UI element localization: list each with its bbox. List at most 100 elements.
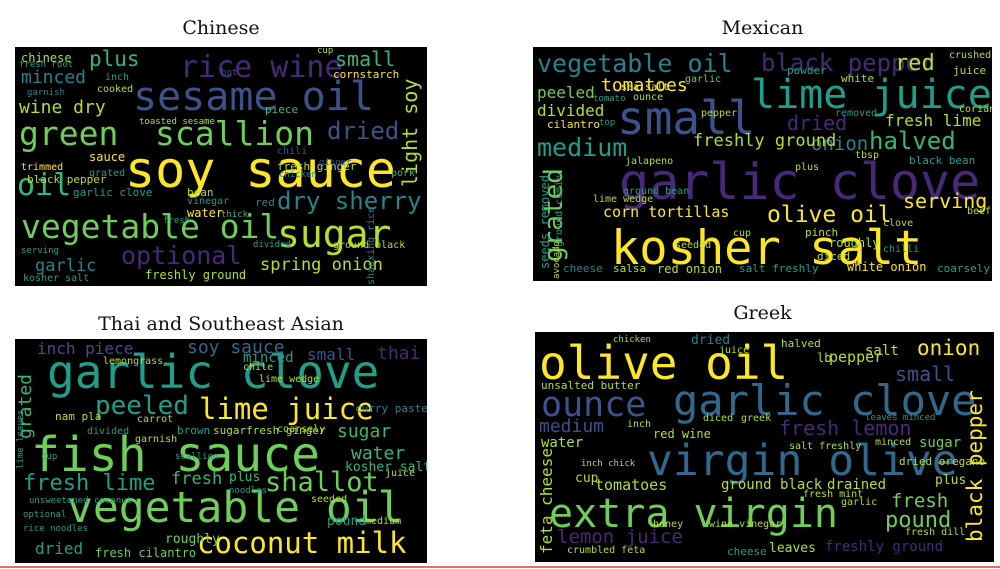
wordcloud-mexican: kosher salt garlic clove lime juice smal… [533,47,992,281]
word: scallion [155,114,314,153]
word: ounce [541,385,647,425]
word: coriander [959,104,992,115]
word: grated [89,168,126,179]
word: nam pla [55,410,102,423]
word: inch [627,419,652,430]
word: ground cumin [554,174,565,247]
word: white [841,72,875,85]
word: peeled [537,83,595,102]
word: sugar [919,435,962,451]
word: cup [575,471,599,486]
word: small [307,345,356,364]
word: pork [391,168,416,179]
word: dry sherry [277,187,422,215]
word: sea salt [621,82,670,93]
word: vegetable oil [21,207,280,246]
word: brown [177,424,211,437]
word: juice [719,345,750,356]
word: inch piece [37,339,134,358]
word: seeds removed [538,175,552,269]
word: ounce [633,92,664,103]
word: white onion [847,260,927,274]
word: shallot [265,467,379,498]
word: virgin olive [647,436,958,486]
word: vegetable oil [67,483,404,533]
word: salt freshly [739,262,819,275]
word: inch chick [581,459,636,469]
word: chicken [613,335,651,345]
word: fresh [171,469,223,489]
word: cheese [563,262,603,275]
word: carrot [137,414,174,425]
panel-title-mexican: Mexican [721,17,804,39]
word: garnish [135,434,178,445]
word: fresh lime [885,111,982,130]
word: coconut milk [197,526,407,560]
word: removed [835,108,878,119]
word: divided [253,240,291,250]
word: bean [187,186,214,199]
word: garlic clove [73,186,153,199]
word: tomatoes [601,75,688,96]
word: shaoxing rice [366,206,377,285]
word: sauce [89,150,126,164]
word: scallion [175,452,219,462]
word: salsa [613,262,647,275]
word: lime wedge [259,374,320,385]
word: garlic [841,497,878,508]
word: small [895,362,956,386]
word: fresh mint [803,489,864,500]
word: unsalted butter [541,379,641,392]
word: cilantro [547,118,600,131]
word: small [335,47,396,71]
word: chicken [279,170,317,180]
word: optional [121,241,242,270]
word: roughly [829,236,880,250]
word: coarsely [937,262,990,275]
word: plus [935,473,967,488]
word: drained [827,477,887,493]
word: lime leaves [16,409,26,469]
word: sesame oil [133,74,374,120]
word: lime wedge [593,194,654,205]
word: cheese [727,545,767,558]
word: red wine [653,427,711,441]
word: ground black [333,240,406,251]
word: noodles [229,486,267,496]
word: fresh dill [905,527,966,538]
word: kosher salt [23,273,90,284]
word: cup [733,228,752,239]
word: fresh lemon [779,416,912,440]
bottom-divider [0,566,1000,568]
word: medium [539,416,605,437]
word: fresh root [19,60,74,70]
word: roughly [165,532,220,547]
word: chinese [21,51,72,65]
word: lime juice [199,392,374,426]
word: diced [703,413,734,424]
word: onion [917,336,981,360]
word: kosher salt [345,460,427,475]
word: salt freshly [789,441,862,452]
word: dried [35,539,84,558]
word: tomato [593,94,626,104]
word: vegetable oil [537,49,733,78]
word: freshly ground [145,268,247,282]
word: kosher salt [611,221,923,276]
word: garlic clove [673,376,977,425]
word: rice wine [180,50,343,85]
word: toasted sesame [139,117,215,127]
word: soy sauce [125,141,396,199]
word: halved [781,337,821,350]
word: halved [869,127,956,155]
word: minced [875,437,912,448]
word: crumbled feta [567,545,646,556]
word: jalapeno [625,156,674,167]
word: lemon juice [557,526,683,548]
word: wine dry [19,97,106,118]
word: sugar [277,212,392,256]
word: avocado [552,241,562,279]
word: pinch [805,226,839,239]
word: garnish [27,88,65,98]
word: freshly ground [825,539,944,555]
